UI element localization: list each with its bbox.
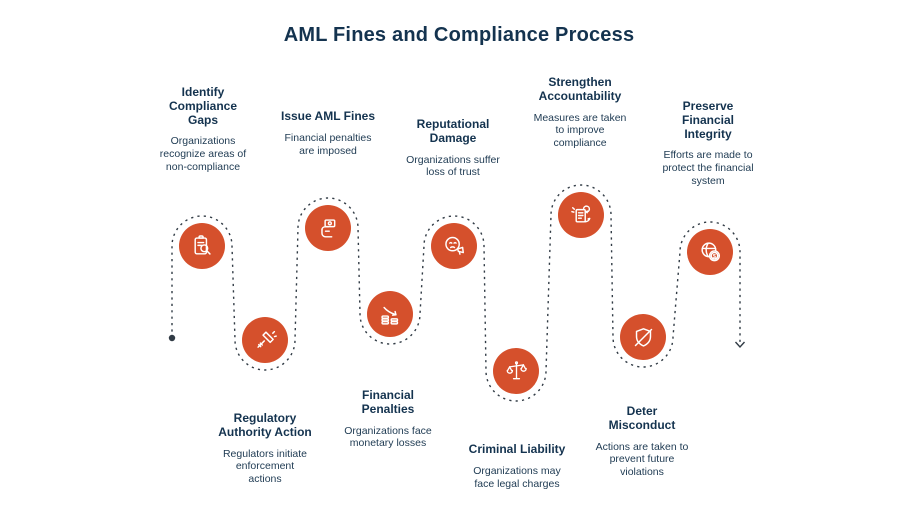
step-title: Strengthen Accountability bbox=[538, 75, 622, 103]
globe-dollar-icon bbox=[697, 239, 724, 266]
step-title: Financial Penalties bbox=[361, 388, 415, 416]
step-desc: Organizations suffer loss of trust bbox=[406, 153, 500, 179]
step-title: Criminal Liability bbox=[468, 442, 566, 456]
step-title: Preserve Financial Integrity bbox=[681, 99, 734, 141]
step-desc: Organizations recognize areas of non-com… bbox=[159, 135, 247, 173]
step-label-2: Regulatory Authority Action Regulators in… bbox=[185, 411, 345, 486]
step-desc: Efforts are made to protect the financia… bbox=[662, 149, 754, 187]
path-end-arrow-icon bbox=[734, 341, 746, 349]
process-node-7 bbox=[558, 192, 604, 238]
accountability-icon bbox=[568, 202, 595, 229]
step-desc: Measures are taken to improve compliance bbox=[533, 111, 627, 150]
process-node-2 bbox=[242, 317, 288, 363]
step-desc: Financial penalties are imposed bbox=[284, 131, 372, 157]
diagram-title: AML Fines and Compliance Process bbox=[283, 24, 635, 46]
step-label-6: Criminal Liability Organizations may face… bbox=[437, 442, 597, 490]
gavel-icon bbox=[252, 327, 279, 354]
process-node-6 bbox=[493, 348, 539, 394]
path-start-dot bbox=[168, 334, 176, 342]
process-node-8 bbox=[620, 314, 666, 360]
step-label-5: Reputational Damage Organizations suffer … bbox=[373, 117, 533, 179]
dotted-serpentine-path bbox=[171, 184, 741, 402]
clipboard-search-icon bbox=[189, 233, 216, 260]
process-node-1 bbox=[179, 223, 225, 269]
step-label-9: Preserve Financial Integrity Efforts are … bbox=[628, 99, 788, 188]
step-desc: Organizations may face legal charges bbox=[473, 464, 561, 490]
fine-payment-icon bbox=[315, 215, 342, 242]
monetary-loss-icon bbox=[377, 301, 404, 328]
step-label-4: Financial Penalties Organizations face mo… bbox=[308, 388, 468, 450]
step-desc: Actions are taken to prevent future viol… bbox=[595, 440, 689, 479]
process-node-4 bbox=[367, 291, 413, 337]
step-title: Regulatory Authority Action bbox=[218, 411, 312, 439]
process-node-3 bbox=[305, 205, 351, 251]
step-label-8: Deter Misconduct Actions are taken to pre… bbox=[562, 404, 722, 479]
step-title: Reputational Damage bbox=[416, 117, 490, 145]
step-title: Issue AML Fines bbox=[280, 109, 376, 123]
step-desc: Regulators initiate enforcement actions bbox=[222, 447, 308, 486]
step-title: Identify Compliance Gaps bbox=[168, 85, 237, 127]
step-desc: Organizations face monetary losses bbox=[344, 424, 432, 450]
process-node-9 bbox=[687, 229, 733, 275]
step-label-3: Issue AML Fines Financial penalties are i… bbox=[248, 109, 408, 157]
scales-justice-icon bbox=[503, 358, 530, 385]
step-label-7: Strengthen Accountability Measures are ta… bbox=[500, 75, 660, 150]
shield-slash-icon bbox=[630, 324, 657, 351]
reputation-damage-icon bbox=[441, 233, 468, 260]
step-label-1: Identify Compliance Gaps Organizations re… bbox=[123, 85, 283, 174]
process-node-5 bbox=[431, 223, 477, 269]
step-title: Deter Misconduct bbox=[608, 404, 676, 432]
